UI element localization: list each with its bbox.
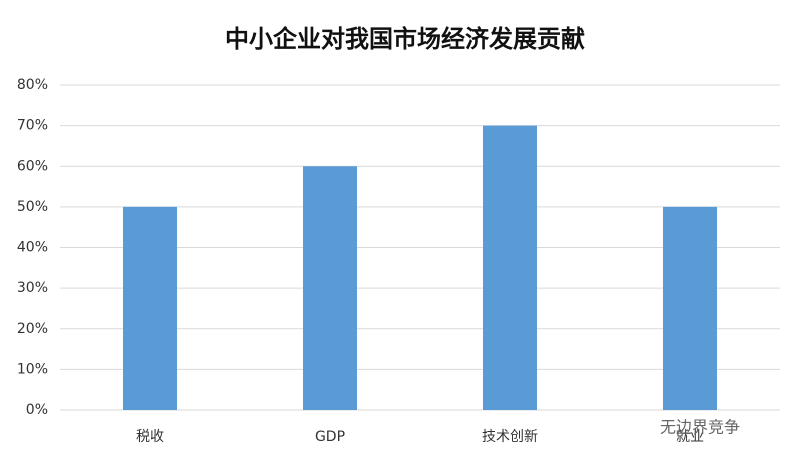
y-tick-label: 50% — [17, 199, 48, 215]
y-tick-label: 20% — [17, 321, 48, 337]
x-tick-label: 技术创新 — [482, 429, 538, 445]
bar — [483, 125, 537, 410]
y-tick-label: 10% — [17, 361, 48, 377]
bar — [663, 206, 717, 410]
y-tick-label: 0% — [26, 402, 48, 418]
chart-title: 中小企业对我国市场经济发展贡献 — [225, 25, 585, 53]
y-tick-label: 30% — [17, 280, 48, 296]
bar — [123, 206, 177, 410]
y-tick-label: 70% — [17, 118, 48, 134]
y-tick-label: 80% — [17, 77, 48, 93]
x-tick-label: 就业 — [676, 429, 704, 445]
x-tick-label: GDP — [315, 429, 345, 445]
y-tick-label: 60% — [17, 158, 48, 174]
y-tick-label: 40% — [17, 240, 48, 256]
x-tick-label: 税收 — [136, 429, 164, 445]
bar — [303, 166, 357, 410]
watermark: 无边界竞争 — [660, 418, 740, 437]
